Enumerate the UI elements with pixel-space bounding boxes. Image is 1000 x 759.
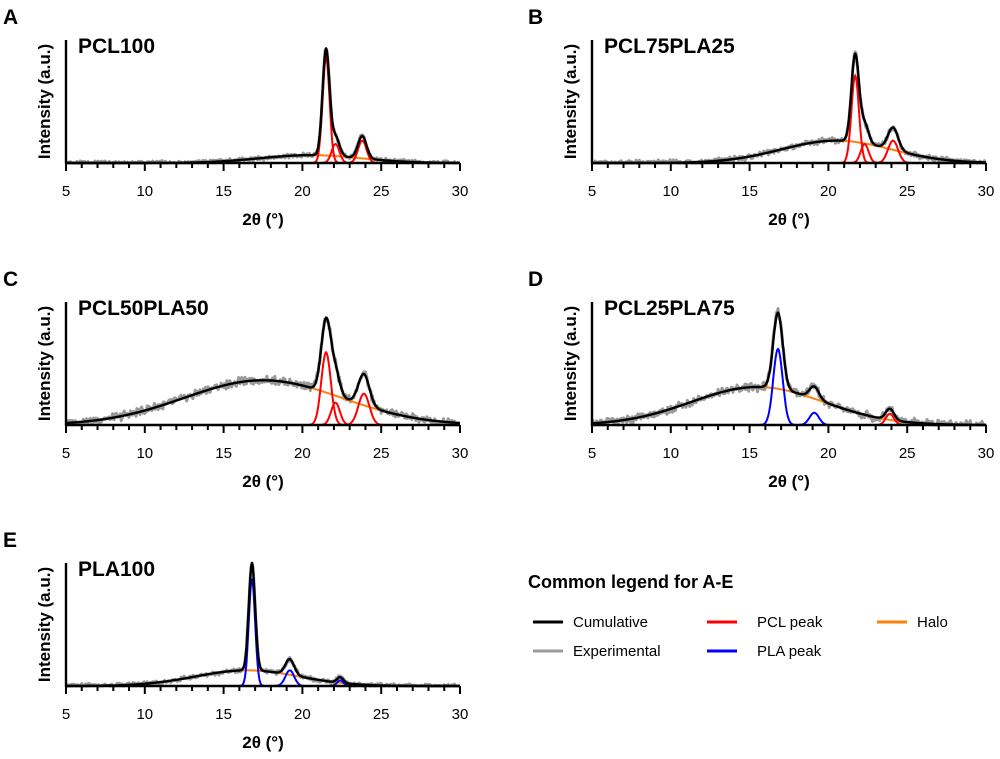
legend-label-pla-peak: PLA peak (757, 643, 822, 660)
panel-e-x-tick-label: 10 (136, 706, 153, 723)
panel-c-sample-name: PCL50PLA50 (78, 297, 209, 320)
panel-a-x-tick-label: 20 (294, 183, 311, 200)
panel-e-letter: E (3, 529, 17, 552)
panel-b-x-tick-label: 20 (820, 183, 837, 200)
panel-d-y-axis-title: Intensity (a.u.) (561, 306, 580, 421)
panel-c-letter: C (3, 268, 18, 291)
panel-a-cumulative-series (65, 47, 461, 165)
legend-label-cumulative: Cumulative (573, 614, 648, 631)
panel-d-x-tick-label: 30 (978, 445, 995, 462)
panel-b-cumulative-series (591, 52, 987, 165)
panel-b-x-tick-label: 5 (588, 183, 596, 200)
panel-b-x-axis-title: 2θ (°) (768, 210, 810, 229)
panel-c-x-tick-label: 30 (452, 445, 469, 462)
panel-d-x-tick-label: 5 (588, 445, 596, 462)
panel-a-experimental-series (64, 47, 461, 165)
panel-a-x-tick-label: 25 (373, 183, 390, 200)
panel-c-x-tick-label: 25 (373, 445, 390, 462)
panel-a-x-axis-title: 2θ (°) (242, 210, 284, 229)
panel-d-x-axis-title: 2θ (°) (768, 472, 810, 491)
panel-e-x-tick-label: 5 (62, 706, 70, 723)
panel-c-halo-series (66, 379, 460, 424)
panel-c-experimental-series (65, 316, 461, 427)
panel-c-y-axis-title: Intensity (a.u.) (35, 306, 54, 421)
panel-d: D PCL25PLA75 5 10 15 20 25 30 2θ (°) Intensity (a… (528, 268, 994, 491)
panel-b: B PCL75PLA25 5 10 15 20 25 30 2θ (°) Intensity (a… (528, 6, 994, 229)
panel-e-cumulative-series (65, 561, 461, 688)
panel-c-cumulative-series (65, 316, 461, 425)
panel-c-x-tick-label: 20 (294, 445, 311, 462)
legend-label-experimental: Experimental (573, 643, 661, 660)
legend-label-pcl-peak: PCL peak (757, 614, 823, 631)
panel-e-x-tick-label: 15 (215, 706, 232, 723)
panel-c-x-tick-label: 5 (62, 445, 70, 462)
panel-e-experimental-series (65, 561, 461, 688)
panel-b-y-axis-title: Intensity (a.u.) (561, 44, 580, 159)
panel-e-sample-name: PLA100 (78, 558, 155, 581)
panel-a-x-tick-label: 10 (136, 183, 153, 200)
panel-c-pcl-peak-3 (66, 392, 460, 426)
legend-label-halo: Halo (917, 614, 948, 631)
common-legend: Common legend for A-E Cumulative Experim… (528, 572, 948, 660)
panel-d-x-tick-label: 15 (741, 445, 758, 462)
panel-d-x-tick-label: 20 (820, 445, 837, 462)
panel-d-experimental-series (590, 307, 988, 427)
panel-b-x-tick-label: 25 (899, 183, 916, 200)
panel-a-x-tick-label: 15 (215, 183, 232, 200)
panel-a-pcl-peak-1 (215, 53, 390, 164)
panel-d-letter: D (528, 268, 543, 291)
panel-a-x-tick-label: 5 (62, 183, 70, 200)
panel-c-x-tick-label: 15 (215, 445, 232, 462)
panel-e-y-axis-title: Intensity (a.u.) (35, 567, 54, 682)
panel-d-cumulative-series (591, 311, 987, 427)
panel-d-pla-peak-1 (639, 347, 923, 426)
panel-a: A PCL100 5 10 15 20 25 30 2θ (°) Intensity (a.u.) (3, 6, 468, 229)
panel-b-x-tick-label: 10 (662, 183, 679, 200)
panel-c-x-axis-title: 2θ (°) (242, 472, 284, 491)
legend-title: Common legend for A-E (528, 572, 733, 592)
panel-e-x-tick-label: 30 (452, 706, 469, 723)
panel-a-sample-name: PCL100 (78, 35, 155, 58)
panel-b-letter: B (528, 6, 543, 29)
panel-d-x-tick-label: 10 (662, 445, 679, 462)
panel-d-sample-name: PCL25PLA75 (604, 297, 735, 320)
panel-e-x-tick-label: 20 (294, 706, 311, 723)
panel-c-x-tick-label: 10 (136, 445, 153, 462)
panel-c: C PCL50PLA50 5 10 15 20 25 30 2θ (°) Intensity (a… (3, 268, 468, 491)
panel-e-x-tick-label: 25 (373, 706, 390, 723)
panel-e: E PLA100 5 10 15 20 25 30 2θ (°) Intensity (a.u.) (3, 529, 468, 752)
panel-a-y-axis-title: Intensity (a.u.) (35, 44, 54, 159)
panel-e-x-axis-title: 2θ (°) (242, 733, 284, 752)
panel-a-x-tick-label: 30 (452, 183, 469, 200)
panel-d-x-tick-label: 25 (899, 445, 916, 462)
panel-a-letter: A (3, 6, 18, 29)
panel-b-sample-name: PCL75PLA25 (604, 35, 735, 58)
panel-b-x-tick-label: 30 (978, 183, 995, 200)
panel-b-x-tick-label: 15 (741, 183, 758, 200)
